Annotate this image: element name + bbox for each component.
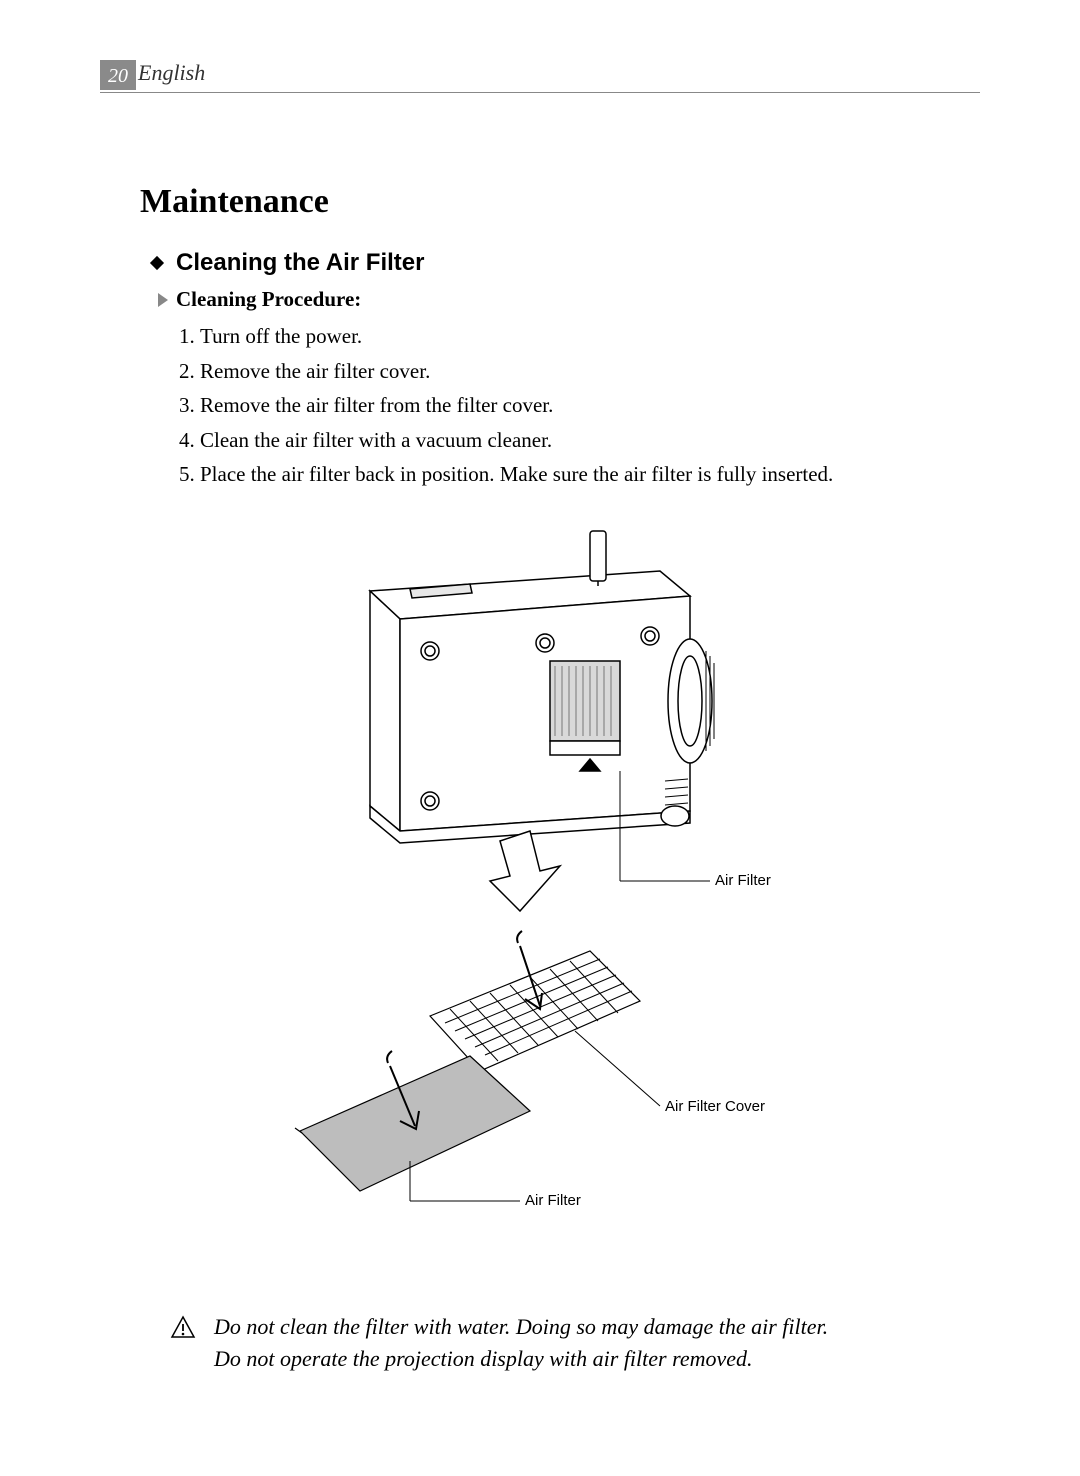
triangle-bullet-icon — [158, 293, 168, 307]
header-language: English — [138, 60, 205, 86]
page-header: 20 English — [100, 60, 980, 93]
procedure-steps: Turn off the power. Remove the air filte… — [200, 320, 980, 491]
warning-triangle-icon — [170, 1315, 196, 1339]
projector-body — [370, 531, 714, 843]
step-item: Place the air filter back in position. M… — [200, 458, 980, 491]
page-number-badge: 20 — [100, 60, 136, 90]
diagram-container: Air Filter — [140, 511, 980, 1271]
diamond-bullet-icon — [150, 256, 164, 270]
warning-text: Do not clean the filter with water. Doin… — [214, 1311, 828, 1375]
manual-page: 20 English Maintenance Cleaning the Air … — [0, 0, 1080, 1476]
section-heading-row: Cleaning the Air Filter — [152, 249, 980, 277]
air-filter-diagram: Air Filter — [220, 511, 900, 1271]
warning-line: Do not operate the projection display wi… — [214, 1343, 828, 1375]
warning-line: Do not clean the filter with water. Doin… — [214, 1311, 828, 1343]
direction-arrow-icon — [490, 831, 560, 911]
label-air-filter-cover: Air Filter Cover — [665, 1098, 765, 1115]
page-title: Maintenance — [140, 183, 980, 221]
label-leader-cover — [575, 1031, 660, 1106]
label-air-filter-top: Air Filter — [715, 872, 771, 889]
subheading-row: Cleaning Procedure: — [158, 287, 980, 312]
page-content: Maintenance Cleaning the Air Filter Clea… — [140, 183, 980, 1375]
warning-block: Do not clean the filter with water. Doin… — [170, 1311, 980, 1375]
section-subheading: Cleaning Procedure: — [176, 287, 361, 312]
label-leader-filter-bottom — [410, 1161, 520, 1201]
air-filter-plate — [295, 1051, 530, 1191]
step-item: Turn off the power. — [200, 320, 980, 353]
section-heading: Cleaning the Air Filter — [176, 249, 424, 277]
step-item: Remove the air filter from the filter co… — [200, 389, 980, 422]
step-item: Clean the air filter with a vacuum clean… — [200, 424, 980, 457]
air-filter-cover — [430, 931, 640, 1071]
label-air-filter-bottom: Air Filter — [525, 1192, 581, 1209]
step-item: Remove the air filter cover. — [200, 355, 980, 388]
